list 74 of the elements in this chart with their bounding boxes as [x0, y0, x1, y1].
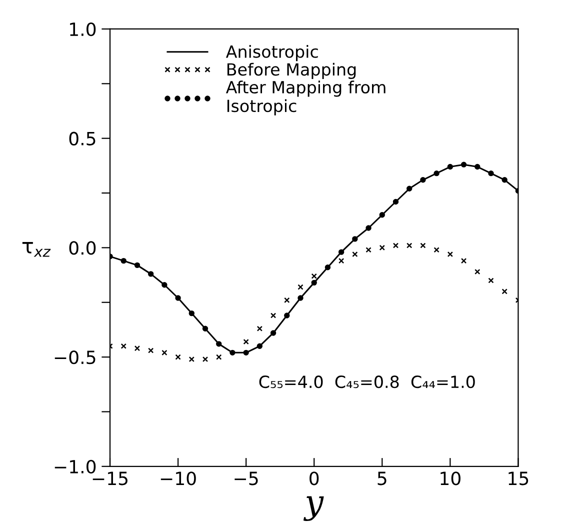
y-tick-label: −0.5	[54, 350, 96, 364]
point	[202, 326, 208, 332]
point	[488, 170, 494, 176]
y-tick-label: 1.0	[70, 22, 96, 36]
point	[488, 278, 494, 284]
point	[460, 162, 467, 168]
point	[460, 258, 467, 264]
point	[502, 177, 508, 183]
point	[406, 186, 412, 192]
point	[406, 242, 412, 248]
point	[298, 295, 304, 301]
point	[379, 212, 385, 218]
point	[352, 236, 358, 242]
point	[162, 350, 168, 356]
point	[311, 273, 317, 279]
point	[379, 244, 385, 251]
point	[148, 348, 154, 354]
x-tick-label: 15	[508, 472, 528, 486]
point	[270, 330, 276, 336]
point	[243, 350, 249, 356]
point	[175, 295, 181, 301]
point	[298, 284, 304, 290]
point	[134, 345, 140, 352]
point	[134, 262, 140, 268]
point	[284, 312, 290, 318]
point	[270, 312, 276, 318]
point	[311, 280, 317, 286]
point	[202, 356, 208, 362]
y-tick-label: 0.5	[69, 132, 96, 146]
legend-label: Before Mapping	[227, 62, 356, 79]
point	[338, 258, 344, 264]
point	[216, 341, 222, 347]
point	[502, 288, 508, 294]
x-axis-title: y	[303, 496, 324, 521]
point	[148, 271, 154, 277]
point	[434, 170, 440, 176]
y-axis-title: τ$_{xz}$	[22, 242, 51, 257]
point	[120, 258, 126, 264]
point	[188, 310, 194, 316]
point	[474, 164, 480, 170]
point	[420, 177, 426, 183]
point	[256, 326, 263, 332]
point	[447, 164, 454, 170]
point	[338, 249, 344, 255]
y-tick-label: 0.0	[69, 241, 96, 255]
point	[284, 297, 290, 304]
x-tick-label: −5	[234, 472, 258, 486]
point	[366, 225, 372, 231]
x-tick-label: 5	[378, 472, 386, 486]
point	[175, 354, 181, 360]
point	[162, 282, 168, 288]
point	[243, 338, 249, 345]
x-tick-label: 10	[440, 472, 460, 486]
point	[392, 242, 399, 248]
point	[366, 247, 372, 253]
legend-label: After Mapping from Isotropic	[226, 80, 386, 116]
point	[474, 268, 480, 275]
legend-label: Anisotropic	[226, 45, 318, 62]
point	[352, 251, 358, 258]
x-tick-label: −10	[160, 472, 196, 486]
point	[120, 343, 126, 349]
point	[230, 350, 236, 356]
point	[188, 356, 194, 362]
point	[392, 198, 399, 205]
y-tick-label: −1.0	[54, 460, 96, 474]
point	[216, 354, 222, 360]
point	[256, 343, 263, 349]
x-tick-label: 0	[310, 472, 319, 486]
point	[434, 247, 440, 253]
annotation: C₅₅=4.0 C₄₅=0.8 C₄₄=1.0	[259, 376, 475, 388]
x-tick-label: −15	[92, 472, 128, 486]
point	[447, 251, 454, 258]
point	[420, 242, 426, 248]
point	[324, 264, 331, 270]
